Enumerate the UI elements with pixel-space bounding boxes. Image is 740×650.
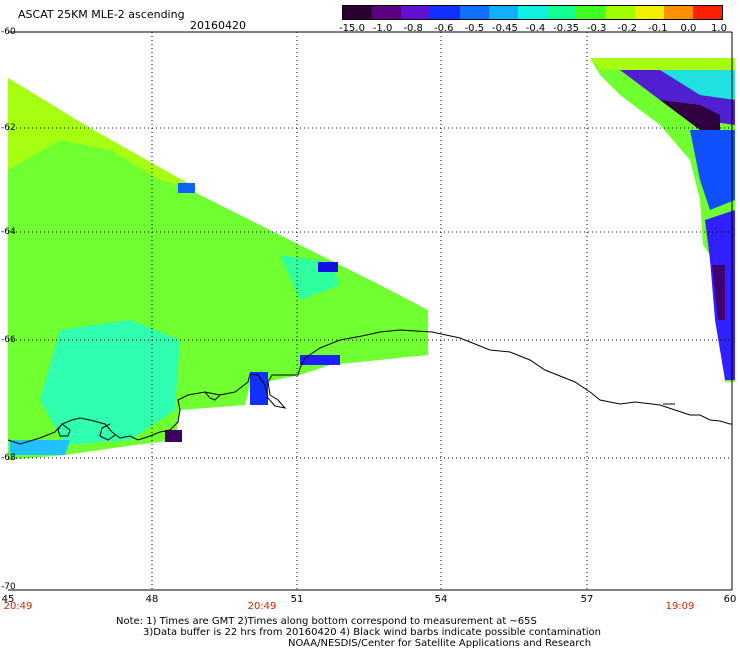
grid-lines — [8, 32, 732, 590]
colorbar-segment — [459, 6, 489, 19]
colorbar-segment — [547, 6, 577, 19]
lon-label: 57 — [580, 594, 594, 605]
time-label: 20:49 — [3, 601, 33, 612]
colorbar-segment — [488, 6, 518, 19]
lat-label: -64 — [1, 227, 16, 237]
colorbar-segment — [692, 6, 723, 19]
product-title: ASCAT 25KM MLE-2 ascending — [18, 8, 185, 21]
colorbar-tick-label: 0.0 — [680, 23, 697, 34]
lon-label: 60 — [723, 594, 737, 605]
lat-label: -68 — [1, 453, 16, 463]
data-swath-left — [8, 78, 428, 460]
time-label: 20:49 — [247, 601, 277, 612]
colorbar-segment — [663, 6, 693, 19]
map-frame — [8, 31, 733, 591]
lat-label: -60 — [1, 27, 16, 37]
colorbar-segment — [517, 6, 548, 19]
colorbar-tick-label: -0.3 — [586, 23, 607, 34]
colorbar-tick-label: -1.0 — [372, 23, 393, 34]
footer-credit: NOAA/NESDIS/Center for Satellite Applica… — [288, 638, 592, 649]
colorbar-tick-label: -0.4 — [525, 23, 546, 34]
colorbar-tick-label: 1.0 — [711, 23, 727, 34]
colorbar-segment — [576, 6, 606, 19]
footer-note-line1: Note: 1) Times are GMT 2)Times along bot… — [116, 616, 537, 627]
lat-label: -62 — [1, 123, 16, 133]
colorbar-tick-label: -0.5 — [464, 23, 485, 34]
colorbar-tick-label: -0.35 — [553, 23, 580, 34]
colorbar-segment — [430, 6, 460, 19]
lat-label: -70 — [1, 582, 16, 592]
colorbar-segment — [605, 6, 635, 19]
colorbar-segment — [401, 6, 431, 19]
lon-label: 45 — [1, 594, 15, 605]
product-date: 20160420 — [190, 19, 246, 32]
colorbar-tick-label: -0.8 — [403, 23, 423, 34]
colorbar-tick-label: -0.45 — [491, 23, 518, 34]
colorbar-segment — [634, 6, 664, 19]
colorbar-segment — [343, 6, 373, 19]
lon-label: 51 — [290, 594, 304, 605]
lat-label: -66 — [1, 335, 16, 345]
colorbar-tick-label: -0.2 — [617, 23, 638, 34]
coastline — [7, 329, 732, 445]
colorbar-segment — [372, 6, 402, 19]
footer-note-line2: 3)Data buffer is 22 hrs from 20160420 4)… — [143, 627, 601, 638]
data-swath-right — [590, 58, 735, 382]
colorbar-tick-label: -0.1 — [648, 23, 668, 34]
colorbar — [342, 5, 723, 20]
lon-label: 54 — [434, 594, 448, 605]
colorbar-tick-label: -0.6 — [433, 23, 454, 34]
time-label: 19:09 — [665, 601, 695, 612]
lon-label: 48 — [145, 594, 159, 605]
colorbar-tick-label: -15.0 — [339, 23, 365, 34]
